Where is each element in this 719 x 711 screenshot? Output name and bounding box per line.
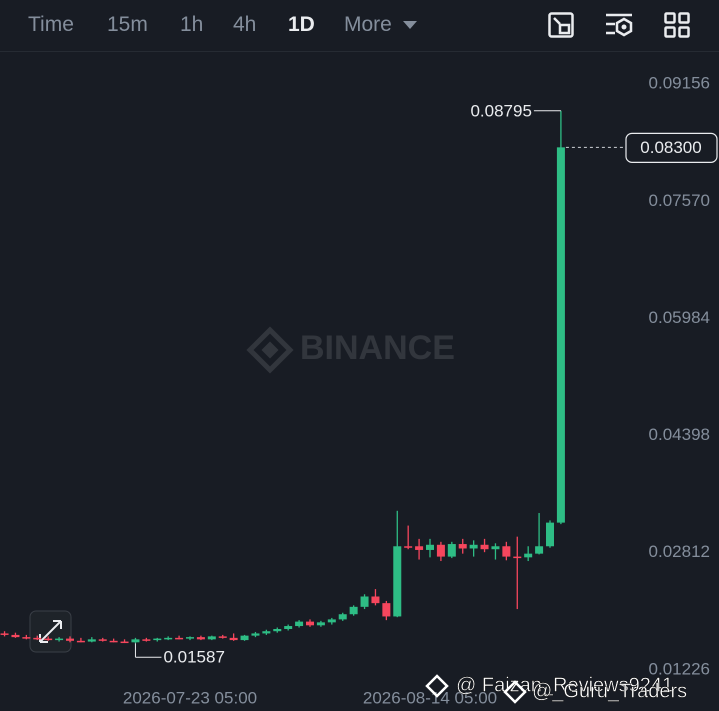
tab[interactable]: 1h <box>180 13 204 36</box>
last-price-label: 0.08300 <box>640 138 701 157</box>
min-label: 0.01587 <box>163 648 224 667</box>
tab[interactable]: 4h <box>233 13 257 36</box>
candle-body <box>251 633 260 636</box>
tab[interactable]: More <box>344 13 392 36</box>
candle-body <box>76 640 85 643</box>
candle-body <box>371 596 380 604</box>
candle-body <box>33 637 42 640</box>
candle-body <box>87 639 96 642</box>
candle-body <box>207 636 216 640</box>
y-tick-label: 0.09156 <box>649 74 710 93</box>
y-tick-label: 0.04398 <box>649 425 710 444</box>
candle-body <box>218 636 227 638</box>
candle-body <box>338 614 347 620</box>
icon-chart-settings[interactable] <box>548 12 574 38</box>
overlay-text: @ Faizan_Reviews9241 <box>456 674 673 696</box>
candle-body <box>469 544 478 549</box>
candle-body <box>382 603 391 617</box>
y-tick-label: 0.07570 <box>649 191 710 210</box>
last-price-tag <box>625 132 718 163</box>
expand-button[interactable] <box>29 610 72 653</box>
candle-body <box>22 637 31 639</box>
y-tick-label: 0.01226 <box>649 659 710 678</box>
candle-body <box>404 546 413 548</box>
candle-body <box>535 546 544 554</box>
candle-body <box>349 606 358 615</box>
candle-body <box>164 637 173 640</box>
candle-body <box>426 544 434 550</box>
candle-body <box>109 640 118 643</box>
candle-body <box>66 638 74 641</box>
candle-body <box>131 639 140 643</box>
candle-body <box>120 641 129 644</box>
watermark-text: BINANCE <box>300 329 455 367</box>
icon-indicators[interactable] <box>605 12 633 38</box>
overlay: @ Faizan_Reviews9241 @_Guru_Traders <box>425 674 687 704</box>
candle-body <box>284 626 293 629</box>
x-tick-label: 2026-07-23 05:00 <box>123 688 257 707</box>
candle-body <box>491 546 500 550</box>
candle-body <box>142 639 151 641</box>
tab[interactable]: 1D <box>288 13 315 36</box>
candle-body <box>0 633 9 635</box>
candle-body <box>11 634 20 638</box>
dropdown-caret[interactable] <box>402 19 418 31</box>
x-tick-label: 2026-08-14 05:00 <box>363 688 497 707</box>
candle-body <box>393 546 402 617</box>
candle-body <box>524 553 533 558</box>
candle-body <box>98 639 107 641</box>
candle-body <box>55 638 64 641</box>
toolbar: Time 15m 1h 4h 1D More <box>0 0 719 52</box>
candle-body <box>262 631 271 634</box>
candle-body <box>447 544 456 557</box>
candle-body <box>513 556 522 559</box>
y-tick-label: 0.02812 <box>649 542 710 561</box>
candle-body <box>502 546 511 557</box>
watermark: BINANCE <box>246 326 455 374</box>
candle-body <box>229 637 238 641</box>
candle-body <box>316 622 325 626</box>
candle-body <box>546 522 554 547</box>
candle-body <box>415 546 424 550</box>
candle-body <box>436 544 445 557</box>
candle-body <box>458 544 467 549</box>
candle-body <box>240 635 249 641</box>
candle-body <box>175 637 184 640</box>
candle-body <box>306 621 314 626</box>
y-tick-label: 0.05984 <box>649 308 710 327</box>
icon-layout[interactable] <box>664 12 690 38</box>
candle-body <box>556 147 565 523</box>
candle-body <box>186 637 194 639</box>
candle-body <box>196 637 205 640</box>
candle-body <box>44 638 53 641</box>
candle-body <box>295 621 304 627</box>
candle-body <box>273 629 282 632</box>
candle-body <box>480 544 489 550</box>
tab[interactable]: 15m <box>107 13 148 36</box>
max-label: 0.08795 <box>470 101 531 120</box>
candle-body <box>327 619 336 623</box>
candle-body <box>153 638 162 641</box>
candle-body <box>360 596 369 607</box>
tab[interactable]: Time <box>28 13 74 36</box>
overlay-text: @_Guru_Traders <box>532 680 687 702</box>
